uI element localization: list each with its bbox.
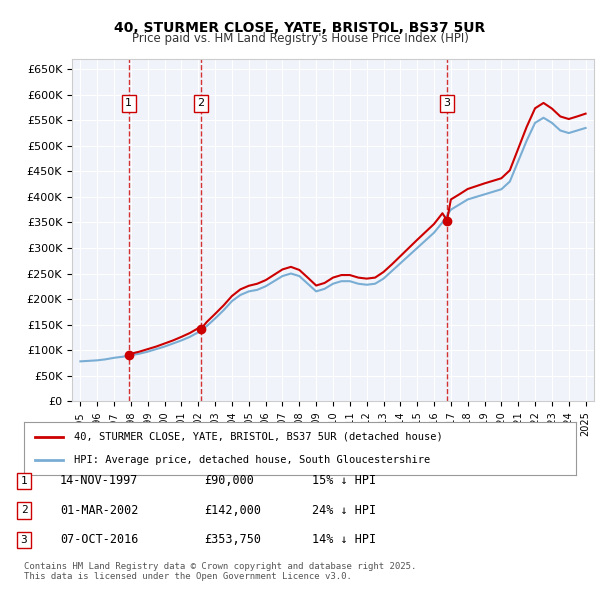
- Text: 14% ↓ HPI: 14% ↓ HPI: [312, 533, 376, 546]
- Text: 15% ↓ HPI: 15% ↓ HPI: [312, 474, 376, 487]
- Text: 2: 2: [197, 99, 205, 109]
- Text: 24% ↓ HPI: 24% ↓ HPI: [312, 504, 376, 517]
- Text: 2: 2: [20, 506, 28, 515]
- Text: 1: 1: [20, 476, 28, 486]
- Text: 3: 3: [20, 535, 28, 545]
- Text: 14-NOV-1997: 14-NOV-1997: [60, 474, 139, 487]
- Text: Price paid vs. HM Land Registry's House Price Index (HPI): Price paid vs. HM Land Registry's House …: [131, 32, 469, 45]
- Text: £90,000: £90,000: [204, 474, 254, 487]
- Text: £353,750: £353,750: [204, 533, 261, 546]
- Text: 07-OCT-2016: 07-OCT-2016: [60, 533, 139, 546]
- Text: 01-MAR-2002: 01-MAR-2002: [60, 504, 139, 517]
- Text: £142,000: £142,000: [204, 504, 261, 517]
- Text: 1: 1: [125, 99, 132, 109]
- Text: Contains HM Land Registry data © Crown copyright and database right 2025.
This d: Contains HM Land Registry data © Crown c…: [24, 562, 416, 581]
- Text: 40, STURMER CLOSE, YATE, BRISTOL, BS37 5UR (detached house): 40, STURMER CLOSE, YATE, BRISTOL, BS37 5…: [74, 432, 442, 442]
- Text: HPI: Average price, detached house, South Gloucestershire: HPI: Average price, detached house, Sout…: [74, 455, 430, 465]
- Text: 3: 3: [443, 99, 451, 109]
- Text: 40, STURMER CLOSE, YATE, BRISTOL, BS37 5UR: 40, STURMER CLOSE, YATE, BRISTOL, BS37 5…: [115, 21, 485, 35]
